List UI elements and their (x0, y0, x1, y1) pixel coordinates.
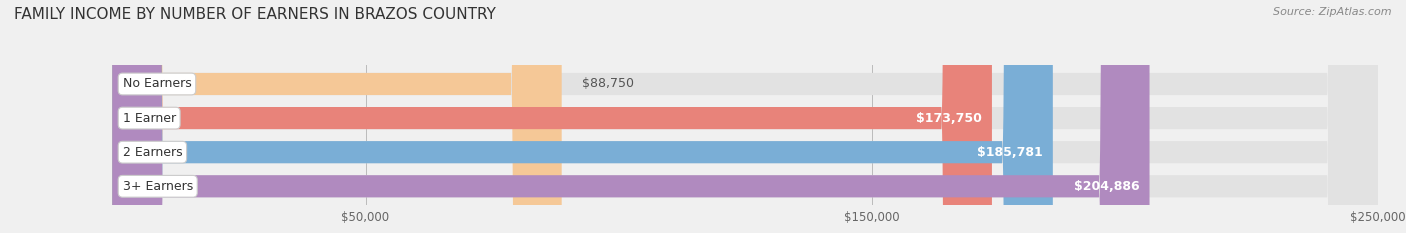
FancyBboxPatch shape (112, 0, 1378, 233)
Text: Source: ZipAtlas.com: Source: ZipAtlas.com (1274, 7, 1392, 17)
FancyBboxPatch shape (112, 0, 1053, 233)
Text: $204,886: $204,886 (1074, 180, 1139, 193)
FancyBboxPatch shape (112, 0, 1150, 233)
Text: $88,750: $88,750 (582, 78, 634, 90)
Text: $173,750: $173,750 (915, 112, 981, 125)
Text: 1 Earner: 1 Earner (122, 112, 176, 125)
Text: 2 Earners: 2 Earners (122, 146, 183, 159)
FancyBboxPatch shape (112, 0, 561, 233)
Text: 3+ Earners: 3+ Earners (122, 180, 193, 193)
Text: FAMILY INCOME BY NUMBER OF EARNERS IN BRAZOS COUNTRY: FAMILY INCOME BY NUMBER OF EARNERS IN BR… (14, 7, 496, 22)
Text: No Earners: No Earners (122, 78, 191, 90)
Text: $185,781: $185,781 (977, 146, 1043, 159)
FancyBboxPatch shape (112, 0, 991, 233)
FancyBboxPatch shape (112, 0, 1378, 233)
FancyBboxPatch shape (112, 0, 1378, 233)
FancyBboxPatch shape (112, 0, 1378, 233)
